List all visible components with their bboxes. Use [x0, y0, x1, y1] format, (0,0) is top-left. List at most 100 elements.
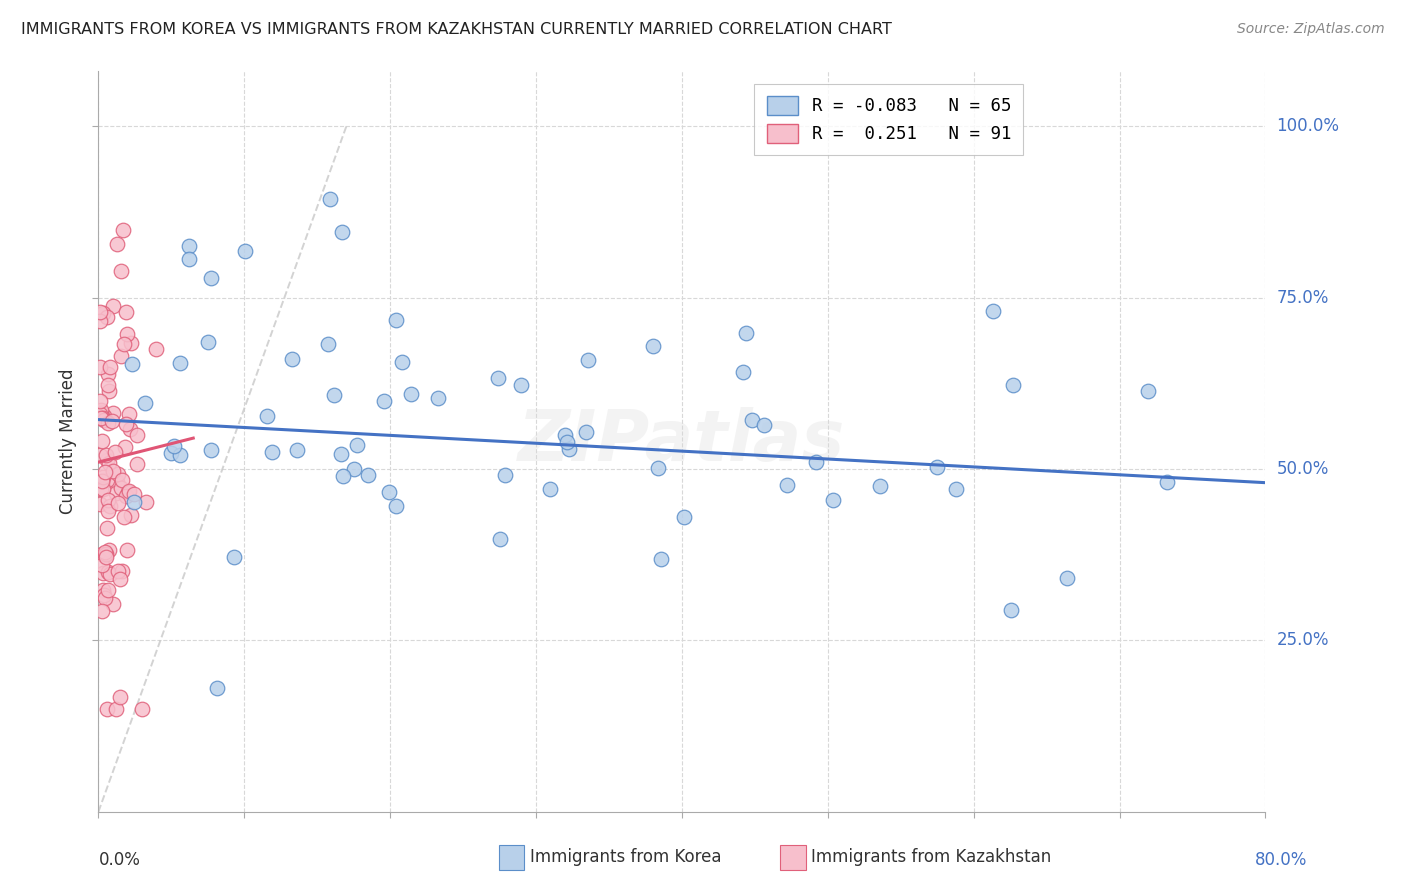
Point	[160, 446, 183, 460]
Text: 25.0%: 25.0%	[1277, 632, 1329, 649]
Point	[101, 406, 124, 420]
Point	[869, 478, 891, 492]
Point	[110, 350, 132, 364]
Point	[111, 473, 134, 487]
Point	[110, 564, 132, 578]
Point	[93, 413, 115, 427]
Point	[97, 456, 120, 470]
Point	[91, 483, 114, 497]
Point	[200, 270, 222, 285]
Point	[357, 467, 380, 482]
Point	[97, 566, 120, 580]
Text: 80.0%: 80.0%	[1254, 851, 1308, 869]
Point	[90, 411, 112, 425]
Point	[91, 411, 114, 425]
Point	[94, 545, 117, 559]
Point	[945, 483, 967, 497]
Point	[100, 414, 122, 428]
Point	[105, 475, 128, 490]
Point	[1156, 475, 1178, 489]
Point	[1001, 378, 1024, 392]
Point	[98, 567, 121, 582]
Point	[117, 484, 139, 499]
Point	[163, 439, 186, 453]
Point	[90, 405, 112, 419]
Point	[89, 407, 111, 421]
Point	[200, 443, 222, 458]
Point	[554, 427, 576, 442]
Point	[222, 549, 245, 564]
Point	[332, 469, 354, 483]
Point	[134, 396, 156, 410]
Text: Immigrants from Korea: Immigrants from Korea	[530, 848, 721, 866]
Point	[100, 499, 122, 513]
Point	[97, 368, 120, 382]
Point	[101, 464, 124, 478]
Point	[262, 445, 284, 459]
Point	[256, 409, 278, 423]
Point	[823, 493, 845, 508]
Point	[89, 305, 111, 319]
Point	[127, 458, 149, 472]
Point	[121, 357, 143, 371]
Point	[576, 353, 599, 368]
Point	[673, 509, 696, 524]
Point	[115, 543, 138, 558]
Point	[89, 359, 111, 374]
Point	[93, 588, 115, 602]
Point	[91, 604, 114, 618]
Point	[104, 702, 127, 716]
Point	[927, 459, 949, 474]
Point	[97, 492, 120, 507]
Point	[378, 485, 401, 500]
Point	[115, 304, 138, 318]
Point	[94, 550, 117, 565]
Text: Source: ZipAtlas.com: Source: ZipAtlas.com	[1237, 22, 1385, 37]
Point	[752, 418, 775, 433]
Point	[91, 306, 114, 320]
Point	[131, 702, 153, 716]
Point	[97, 583, 120, 598]
Point	[322, 388, 344, 402]
Point	[1056, 571, 1078, 585]
Point	[110, 264, 132, 278]
Point	[94, 591, 117, 605]
Point	[127, 428, 149, 442]
Point	[94, 465, 117, 479]
Point	[104, 486, 127, 500]
Point	[89, 394, 111, 409]
Point	[97, 378, 120, 392]
Text: 0.0%: 0.0%	[98, 851, 141, 869]
Point	[97, 416, 120, 430]
Point	[373, 393, 395, 408]
Point	[94, 548, 117, 562]
Point	[650, 551, 672, 566]
Point	[135, 495, 157, 509]
Point	[641, 339, 664, 353]
Point	[233, 244, 256, 258]
Point	[98, 384, 121, 399]
Point	[89, 497, 111, 511]
Point	[120, 336, 142, 351]
Text: 100.0%: 100.0%	[1277, 117, 1340, 136]
Legend: R = -0.083   N = 65, R =  0.251   N = 91: R = -0.083 N = 65, R = 0.251 N = 91	[755, 84, 1024, 155]
Point	[94, 449, 117, 463]
Point	[101, 299, 124, 313]
Point	[97, 503, 120, 517]
Text: 75.0%: 75.0%	[1277, 289, 1329, 307]
Point	[145, 343, 167, 357]
Point	[538, 482, 561, 496]
Text: ZIPatlas: ZIPatlas	[519, 407, 845, 476]
Point	[96, 474, 118, 488]
Y-axis label: Currently Married: Currently Married	[59, 368, 77, 515]
Point	[93, 409, 115, 423]
Point	[281, 352, 304, 367]
Point	[91, 470, 114, 484]
Point	[731, 365, 754, 379]
Point	[494, 467, 516, 482]
Point	[384, 313, 406, 327]
Point	[115, 489, 138, 503]
Point	[197, 335, 219, 350]
Point	[346, 437, 368, 451]
Point	[804, 455, 827, 469]
